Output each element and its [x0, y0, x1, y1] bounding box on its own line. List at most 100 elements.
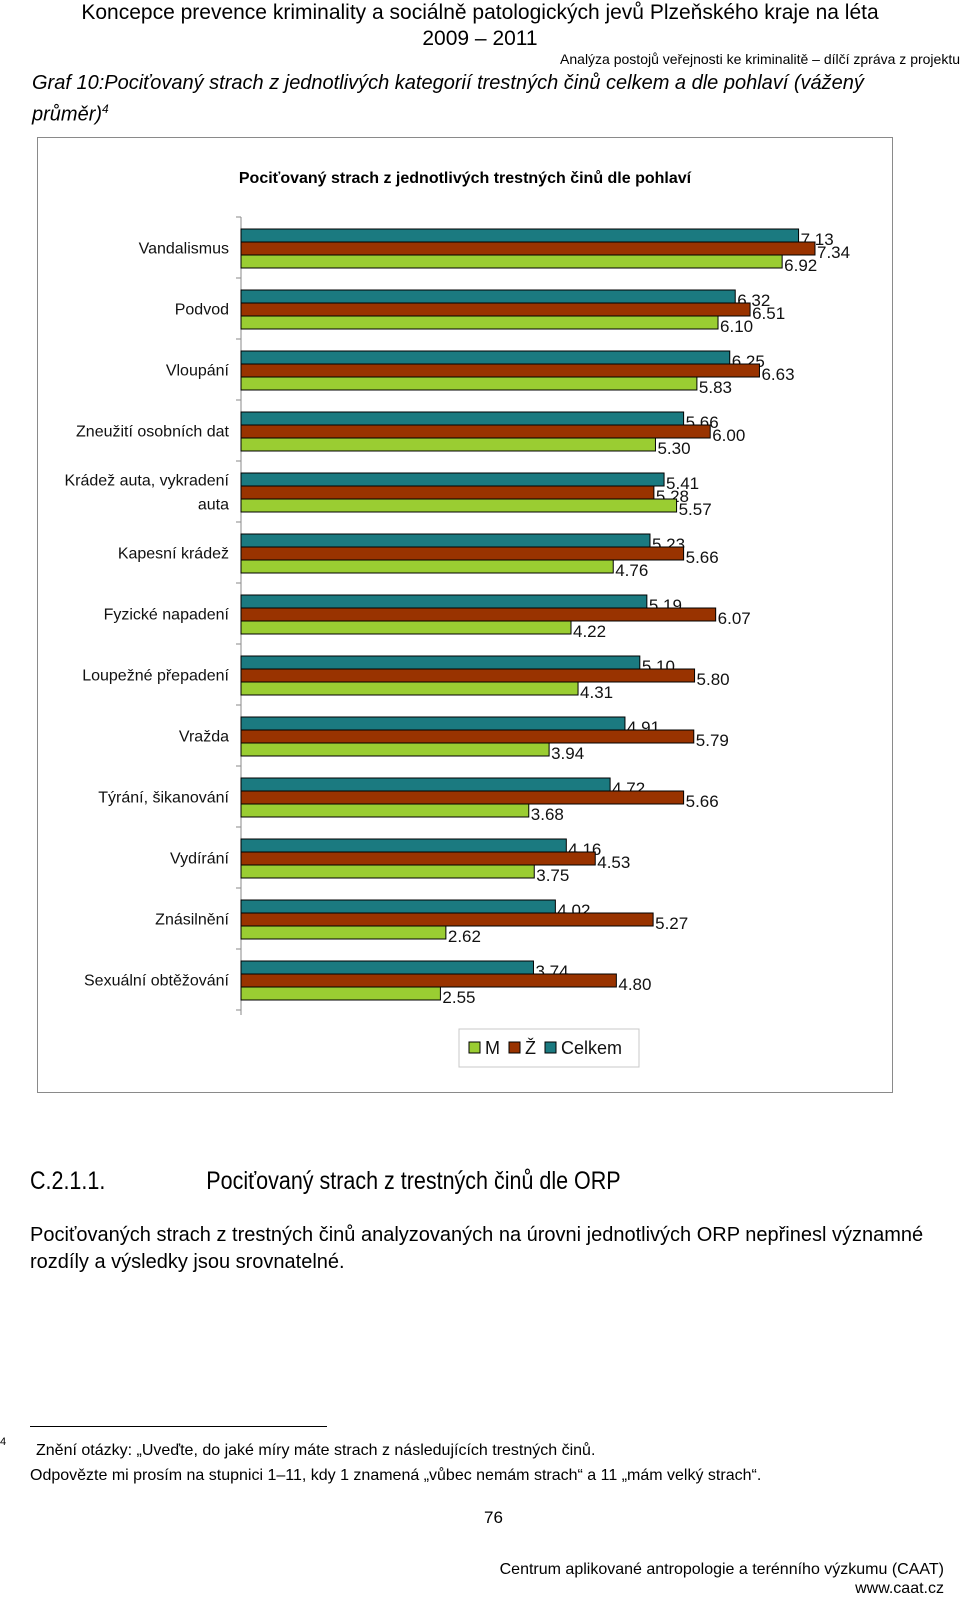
category-label-podvod: Podvod	[175, 302, 229, 319]
bar-celkem-zneuziti-osobnich-dat	[240, 411, 685, 426]
bar-celkem-fyzicke-napadeni	[240, 594, 648, 609]
bar-celkem-znasilneni	[240, 899, 556, 914]
bar-m-zneuziti-osobnich-dat	[240, 437, 656, 452]
bar-m-kapesni-kradez	[240, 559, 614, 574]
bar-z-podvod	[240, 302, 751, 317]
footnote-divider	[30, 1426, 327, 1427]
value-label-z-podvod: 6.51	[752, 304, 785, 323]
bar-celkem-vloupani	[240, 350, 731, 365]
bar-celkem-vandalismus	[240, 228, 800, 243]
bar-m-vrazda	[240, 742, 550, 757]
bar-z-fyzicke-napadeni	[240, 607, 717, 622]
page-number: 76	[484, 1508, 503, 1527]
footnote-line2: Odpovězte mi prosím na stupnici 1–11, kd…	[30, 1467, 762, 1484]
legend-label-z: Ž	[525, 1038, 536, 1058]
footnote-line1: Znění otázky: „Uveďte, do jaké míry máte…	[36, 1442, 596, 1459]
value-label-z-loupezne-prepadeni: 5.80	[697, 670, 730, 689]
document-header-title: Koncepce prevence kriminality a sociálně…	[0, 0, 960, 52]
value-label-z-vrazda: 5.79	[696, 731, 729, 750]
section-title: Pociťovaný strach z trestných činů dle O…	[206, 1167, 621, 1195]
value-label-m-sexualni-obtezovani: 2.55	[442, 988, 475, 1007]
value-label-z-sexualni-obtezovani: 4.80	[618, 975, 651, 994]
bar-celkem-vydirani	[240, 838, 567, 853]
value-label-z-kapesni-kradez: 5.66	[686, 548, 719, 567]
bar-m-loupezne-prepadeni	[240, 681, 579, 696]
category-label-vandalismus: Vandalismus	[139, 241, 229, 258]
category-label-znasilneni: Znásilnění	[155, 912, 229, 929]
value-label-m-vydirani: 3.75	[536, 866, 569, 885]
chart-frame	[37, 137, 893, 1093]
bar-celkem-loupezne-prepadeni	[240, 655, 641, 670]
bar-z-vydirani	[240, 851, 596, 866]
bar-celkem-sexualni-obtezovani	[240, 960, 534, 975]
legend-swatch-m	[468, 1041, 481, 1054]
value-label-z-znasilneni: 5.27	[655, 914, 688, 933]
bar-m-sexualni-obtezovani	[240, 986, 441, 1001]
header-subtitle: Analýza postojů veřejnosti ke kriminalit…	[560, 51, 960, 67]
bar-z-kapesni-kradez	[240, 546, 685, 561]
category-label-loupezne-prepadeni: Loupežné přepadení	[82, 668, 229, 685]
bar-celkem-tyrani-sikanovani	[240, 777, 611, 792]
value-label-z-tyrani-sikanovani: 5.66	[686, 792, 719, 811]
category-label-kradez-auta-vykradeni-auta: Krádež auta, vykradení auta	[64, 473, 229, 514]
body-paragraph: Pociťovaných strach z trestných činů ana…	[30, 1224, 924, 1273]
value-label-m-vloupani: 5.83	[699, 378, 732, 397]
section-heading: C.2.1.1. Pociťovaný strach z trestných či…	[30, 1167, 621, 1196]
bar-celkem-podvod	[240, 289, 736, 304]
graph-footnote-ref: 4	[102, 102, 109, 116]
page-footer: Centrum aplikované antropologie a terénn…	[500, 1560, 944, 1598]
bar-m-znasilneni	[240, 925, 447, 940]
footer-line1: Centrum aplikované antropologie a terénn…	[499, 1561, 944, 1578]
chart-title: Pociťovaný strach z jednotlivých trestný…	[239, 170, 692, 187]
value-label-m-loupezne-prepadeni: 4.31	[580, 683, 613, 702]
bar-z-loupezne-prepadeni	[240, 668, 696, 683]
category-label-tyrani-sikanovani: Týrání, šikanování	[98, 790, 229, 807]
bar-z-vandalismus	[240, 241, 816, 256]
bar-z-zneuziti-osobnich-dat	[240, 424, 711, 439]
section-number: C.2.1.1.	[30, 1167, 106, 1195]
header-title-line2: 2009 – 2011	[422, 27, 538, 50]
category-label-kapesni-kradez: Kapesní krádež	[118, 546, 229, 563]
header-title-line1: Koncepce prevence kriminality a sociálně…	[81, 1, 879, 24]
bar-m-tyrani-sikanovani	[240, 803, 530, 818]
value-label-z-vydirani: 4.53	[597, 853, 630, 872]
bar-z-kradez-auta-vykradeni-auta	[240, 485, 655, 500]
value-label-celkem-kradez-auta-vykradeni-auta: 5.41	[666, 474, 699, 493]
bar-m-fyzicke-napadeni	[240, 620, 572, 635]
category-label-sexualni-obtezovani: Sexuální obtěžování	[84, 973, 230, 990]
value-label-m-podvod: 6.10	[720, 317, 753, 336]
category-label-fyzicke-napadeni: Fyzické napadení	[104, 607, 230, 624]
bar-z-vrazda	[240, 729, 695, 744]
bar-m-kradez-auta-vykradeni-auta	[240, 498, 678, 513]
value-label-m-kradez-auta-vykradeni-auta: 5.57	[679, 500, 712, 519]
bar-m-vloupani	[240, 376, 698, 391]
category-label-vydirani: Vydírání	[170, 851, 230, 868]
value-label-m-znasilneni: 2.62	[448, 927, 481, 946]
legend-label-m: M	[485, 1038, 500, 1058]
category-label-zneuziti-osobnich-dat: Zneužití osobních dat	[76, 424, 230, 441]
bar-chart: Pociťovaný strach z jednotlivých trestný…	[64, 170, 850, 1068]
value-label-m-zneuziti-osobnich-dat: 5.30	[657, 439, 690, 458]
legend-swatch-z	[508, 1041, 521, 1054]
legend-swatch-celkem	[544, 1041, 557, 1054]
value-label-m-kapesni-kradez: 4.76	[615, 561, 648, 580]
category-label-vrazda: Vražda	[179, 729, 229, 746]
bar-z-znasilneni	[240, 912, 654, 927]
value-label-z-fyzicke-napadeni: 6.07	[718, 609, 751, 628]
bar-celkem-kapesni-kradez	[240, 533, 651, 548]
graph-caption-text: Graf 10:Pociťovaný strach z jednotlivých…	[32, 72, 864, 126]
bar-celkem-kradez-auta-vykradeni-auta	[240, 472, 665, 487]
bar-m-podvod	[240, 315, 719, 330]
value-label-z-vandalismus: 7.34	[817, 243, 850, 262]
bar-z-tyrani-sikanovani	[240, 790, 685, 805]
bar-celkem-vrazda	[240, 716, 626, 731]
bar-z-vloupani	[240, 363, 760, 378]
bar-m-vydirani	[240, 864, 535, 879]
footnote-mark: 4	[0, 1436, 7, 1448]
bar-z-sexualni-obtezovani	[240, 973, 617, 988]
bar-m-vandalismus	[240, 254, 783, 269]
value-label-m-vandalismus: 6.92	[784, 256, 817, 275]
value-label-m-tyrani-sikanovani: 3.68	[531, 805, 564, 824]
footer-line2: www.caat.cz	[855, 1580, 944, 1597]
legend-label-celkem: Celkem	[561, 1038, 622, 1058]
